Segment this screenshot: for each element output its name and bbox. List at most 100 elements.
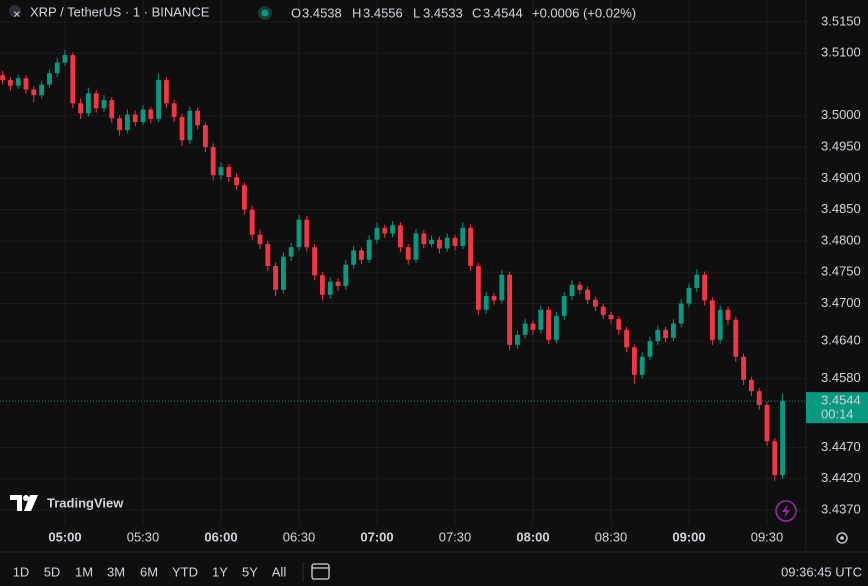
candle-body — [436, 239, 442, 249]
y-tick-label: 3.4800 — [821, 232, 861, 247]
range-button[interactable]: 1D — [13, 564, 30, 579]
x-tick-label: 06:00 — [204, 529, 237, 544]
y-tick-label: 3.4850 — [821, 201, 861, 216]
y-tick-label: 3.4580 — [821, 370, 861, 385]
candle-body — [780, 401, 786, 476]
y-tick-label: 3.4640 — [821, 333, 861, 348]
date-range-button[interactable] — [311, 563, 330, 580]
candle-body — [647, 341, 653, 357]
candle-body — [725, 309, 731, 320]
candle-body — [499, 274, 505, 301]
candle-body — [624, 329, 630, 348]
x-tick-label: 08:00 — [516, 529, 549, 544]
candle-body — [15, 78, 21, 86]
ohlc-change: +0.0006 (+0.02%) — [532, 5, 636, 20]
candle-body — [187, 110, 193, 141]
range-button[interactable]: 5Y — [242, 564, 258, 579]
range-button[interactable]: All — [272, 564, 287, 579]
candle-body — [709, 300, 715, 340]
candle-body — [54, 62, 60, 74]
range-button[interactable]: 5D — [44, 564, 61, 579]
candle-body — [538, 309, 544, 330]
candle-body — [358, 250, 364, 260]
ohlc-value: 3.4556 — [363, 5, 403, 20]
candle-body — [257, 234, 263, 245]
y-tick-label: 3.4370 — [821, 502, 861, 517]
y-tick-label: 3.5100 — [821, 45, 861, 60]
candle-body — [124, 114, 130, 131]
candle-body — [296, 219, 302, 248]
candle-body — [585, 289, 591, 300]
candle-body — [429, 239, 435, 245]
candle-body — [756, 391, 762, 405]
candle-body — [702, 274, 708, 301]
candle-body — [639, 356, 645, 375]
y-tick-label: 3.5000 — [821, 107, 861, 122]
candle-body — [280, 256, 286, 290]
price-tag-countdown: 00:14 — [821, 407, 854, 422]
candle-body — [600, 306, 606, 315]
candle-body — [686, 287, 692, 304]
candle-body — [678, 303, 684, 324]
candle-body — [70, 55, 76, 104]
candle-body — [78, 103, 84, 114]
candle-body — [553, 316, 559, 340]
range-button[interactable]: 3M — [107, 564, 125, 579]
x-tick-label: 09:30 — [751, 529, 784, 544]
candle-body — [382, 227, 388, 234]
candle-body — [31, 89, 37, 96]
chart-title: XRP / TetherUS · 1 · BINANCE — [30, 4, 210, 19]
clock: 09:36:45 UTC — [781, 564, 862, 579]
candle-body — [748, 379, 754, 392]
candle-body — [319, 275, 325, 295]
candle-body — [670, 323, 676, 338]
candle-body — [390, 225, 396, 234]
candle-body — [608, 314, 614, 320]
range-button[interactable]: 6M — [140, 564, 158, 579]
candle-body — [39, 84, 45, 96]
range-button[interactable]: YTD — [172, 564, 198, 579]
symbol-icon: × — [9, 5, 21, 21]
candle-body — [163, 80, 169, 104]
candle-body — [171, 103, 177, 118]
candle-body — [475, 265, 481, 310]
candle-body — [288, 247, 294, 257]
candle-body — [0, 75, 6, 81]
brand-logo — [10, 495, 38, 511]
candle-body — [514, 334, 520, 345]
lightning-button[interactable] — [775, 500, 797, 522]
candle-body — [561, 296, 567, 317]
candle-body — [93, 93, 99, 109]
candle-body — [218, 167, 224, 176]
ohlc-label: O — [291, 5, 301, 20]
y-tick-label: 3.4700 — [821, 295, 861, 310]
candle-body — [312, 247, 318, 276]
candle-body — [109, 100, 115, 119]
candle-body — [655, 329, 661, 342]
y-tick-label: 3.4470 — [821, 439, 861, 454]
range-button[interactable]: 1Y — [212, 564, 228, 579]
candle-body — [7, 80, 13, 86]
ohlc-label: H — [352, 5, 361, 20]
candle-body — [468, 227, 474, 266]
settings-button[interactable] — [836, 532, 848, 544]
candle-body — [327, 281, 333, 295]
candle-body — [530, 323, 536, 330]
candle-body — [569, 284, 575, 297]
range-button[interactable]: 1M — [75, 564, 93, 579]
candle-body — [507, 274, 513, 345]
x-tick-label: 09:00 — [672, 529, 705, 544]
candle-body — [132, 114, 138, 123]
brand-name: TradingView — [47, 495, 124, 510]
ohlc-value: 3.4538 — [302, 5, 342, 20]
x-tick-label: 05:30 — [127, 529, 160, 544]
candle-body — [397, 225, 403, 248]
ohlc-value: 3.4544 — [483, 5, 523, 20]
candle-body — [210, 147, 216, 176]
y-tick-label: 3.4420 — [821, 470, 861, 485]
candle-body — [265, 244, 271, 266]
y-tick-label: 3.5150 — [821, 13, 861, 28]
candle-body — [592, 299, 598, 307]
